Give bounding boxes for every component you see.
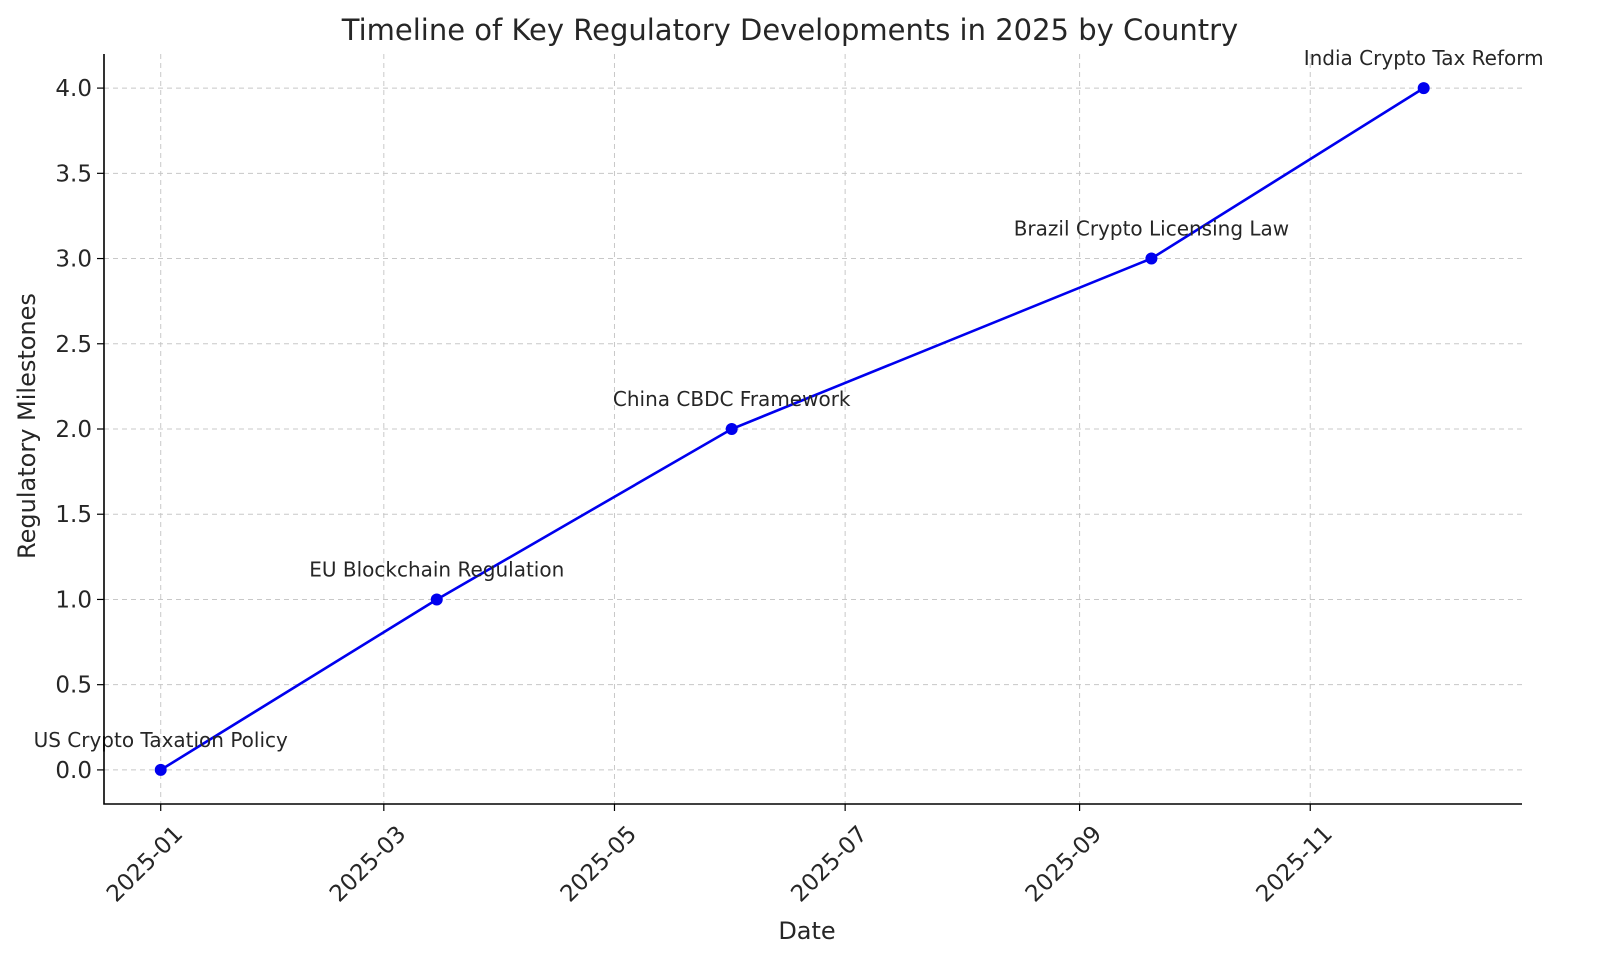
series <box>154 82 1430 776</box>
y-tick-label: 0.0 <box>55 758 92 784</box>
y-tick-label: 2.0 <box>55 417 92 443</box>
data-label: India Crypto Tax Reform <box>1304 46 1544 70</box>
x-axis-label: Date <box>778 917 835 945</box>
data-label: US Crypto Taxation Policy <box>34 728 288 752</box>
y-tick-label: 3.5 <box>55 161 92 187</box>
axes: 0.0 0.5 1.0 1.5 2.0 2.5 3.0 3.5 4.0 2025-01 2025-0… <box>55 54 1522 908</box>
grid <box>104 54 1522 804</box>
data-label: Brazil Crypto Licensing Law <box>1014 217 1289 241</box>
x-tick-label: 2025-05 <box>556 821 642 907</box>
annotations: US Crypto Taxation Policy EU Blockchain R… <box>34 46 1544 752</box>
x-tick-label: 2025-07 <box>786 821 872 907</box>
axis-spines <box>103 54 1522 805</box>
x-tick-label: 2025-11 <box>1251 821 1337 907</box>
x-tick-label: 2025-03 <box>325 821 411 907</box>
data-point <box>1417 82 1430 95</box>
data-point <box>430 593 443 606</box>
y-tick-label: 1.5 <box>55 502 92 528</box>
y-tick-label: 2.5 <box>55 332 92 358</box>
y-tick-label: 0.5 <box>55 673 92 699</box>
x-tick-label: 2025-01 <box>102 821 188 907</box>
data-label: EU Blockchain Regulation <box>309 557 564 581</box>
chart-title: Timeline of Key Regulatory Developments … <box>341 13 1238 47</box>
data-label: China CBDC Framework <box>613 387 851 411</box>
data-point <box>154 763 167 776</box>
y-tick-label: 4.0 <box>55 76 92 102</box>
y-axis-label: Regulatory Milestones <box>13 293 41 559</box>
y-tick-label: 1.0 <box>55 587 92 613</box>
y-tick-label: 3.0 <box>55 247 92 273</box>
data-point <box>1145 252 1158 265</box>
x-tick-label: 2025-09 <box>1021 821 1107 907</box>
data-point <box>725 423 738 435</box>
